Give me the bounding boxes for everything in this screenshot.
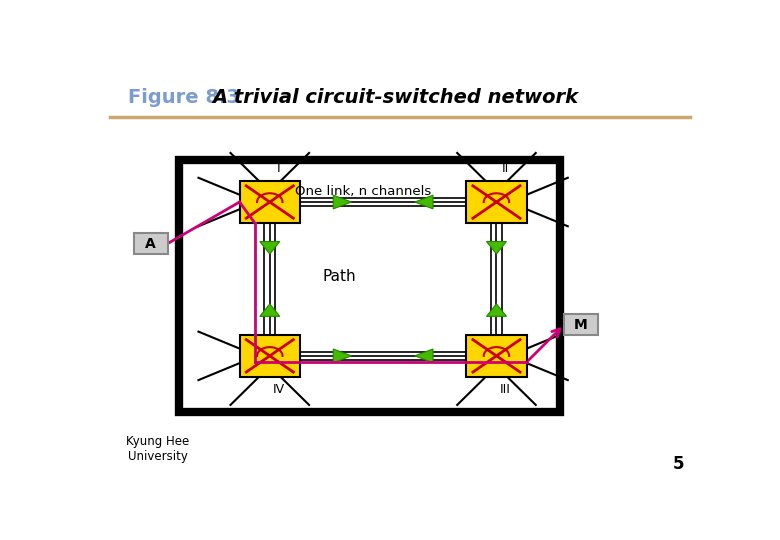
Bar [466,335,526,377]
Bar [466,181,526,223]
Text: I: I [277,162,281,175]
Polygon shape [415,195,433,209]
Polygon shape [333,195,351,209]
Polygon shape [487,241,506,254]
Polygon shape [260,304,280,316]
Text: One link, n channels: One link, n channels [296,185,431,198]
Text: Kyung Hee
University: Kyung Hee University [126,435,190,463]
Text: Figure 8.3: Figure 8.3 [128,87,239,107]
Polygon shape [260,241,280,254]
Text: A: A [145,237,156,251]
Text: III: III [500,383,511,396]
Bar [239,335,300,377]
Bar [179,160,560,412]
Text: Path: Path [322,269,356,285]
Text: 5: 5 [672,455,684,473]
Text: II: II [502,162,509,175]
Text: M: M [574,318,588,332]
Text: IV: IV [273,383,285,396]
Polygon shape [333,349,351,363]
Polygon shape [415,349,433,363]
Bar [239,181,300,223]
Bar [134,233,168,254]
Polygon shape [487,304,506,316]
Text: A trivial circuit-switched network: A trivial circuit-switched network [212,87,579,107]
Bar [564,314,598,335]
